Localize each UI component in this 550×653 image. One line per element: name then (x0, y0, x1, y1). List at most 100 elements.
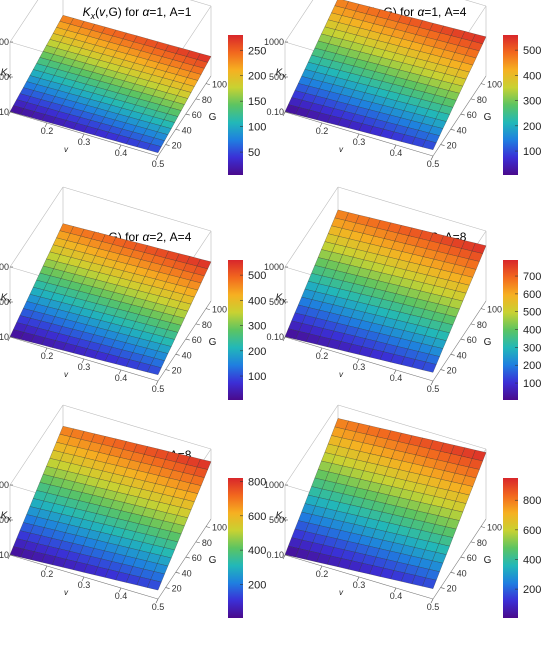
x-tick-label: 0.1 (266, 107, 279, 117)
x-tick-label: 0.1 (266, 332, 279, 342)
y-tick-label: 40 (457, 350, 467, 360)
box-front-edge-1 (432, 300, 487, 382)
colorbar-tick-label: 600 (523, 525, 541, 537)
title-params: =1, A=1 (149, 5, 191, 19)
z-tick-label: 1000 (264, 262, 284, 272)
title-k: K (83, 5, 92, 19)
z-tick-label: 0 (4, 107, 9, 117)
x-tick-mark (319, 347, 323, 353)
x-tick-mark (356, 358, 360, 364)
x-tick-label: 0.3 (78, 137, 91, 147)
surface (9, 15, 212, 154)
z-tick-label: 1000 (0, 480, 9, 490)
title-alpha: α (417, 5, 425, 19)
x-tick-label: 0.2 (41, 126, 54, 136)
title-paren: ( (95, 5, 99, 19)
y-tick-label: 40 (457, 125, 467, 135)
y-tick-mark (460, 556, 465, 559)
chart-panel-6: Kx(v,G) for α=6, A=1005001000Kx0.10.20.3… (264, 404, 541, 618)
z-tick-label: 500 (0, 515, 9, 525)
z-label-main: K (1, 68, 9, 79)
x-tick-label: 0.3 (353, 362, 366, 372)
y-tick-label: 40 (182, 568, 192, 578)
z-tick-label: 0 (279, 332, 284, 342)
y-tick-mark (185, 113, 190, 116)
y-tick-mark (440, 144, 445, 146)
y-tick-mark (450, 129, 455, 131)
y-tick-label: 80 (477, 538, 487, 548)
x-tick-mark (282, 111, 286, 117)
z-tick-label: 1000 (264, 37, 284, 47)
colorbar-tick-label: 150 (248, 96, 266, 108)
surface (284, 0, 487, 151)
title-alpha: α (142, 5, 150, 19)
colorbar-tick-label: 500 (523, 307, 541, 319)
y-axis-label: G (209, 337, 217, 348)
colorbar-tick-label: 200 (248, 580, 266, 592)
z-axis-label: Kx (1, 293, 13, 306)
z-tick-label: 0 (279, 107, 284, 117)
x-tick-label: 0.2 (41, 351, 54, 361)
x-tick-mark (118, 587, 122, 593)
colorbar-tick-label: 400 (248, 545, 266, 557)
x-tick-label: 0.5 (152, 159, 165, 169)
y-tick-mark (175, 572, 180, 574)
x-tick-mark (155, 155, 159, 161)
box-edge-5 (337, 186, 487, 232)
x-tick-mark (44, 122, 48, 128)
chart-panel-1: Kx(v,G) for α=1, A=105001000Kx0.10.20.30… (0, 0, 266, 175)
z-tick-label: 1000 (264, 480, 284, 490)
x-axis-label: v (64, 588, 69, 597)
x-tick-label: 0.5 (152, 602, 165, 612)
y-tick-label: 20 (447, 366, 457, 376)
x-tick-label: 0.4 (390, 373, 403, 383)
title-params: =2, A=4 (149, 230, 191, 244)
box-edge-5 (62, 404, 212, 450)
x-tick-label: 0.4 (115, 148, 128, 158)
colorbar-tick-label: 200 (523, 584, 541, 596)
box-front-edge-1 (432, 518, 487, 600)
colorbar (503, 260, 518, 400)
z-tick-label: 0 (4, 550, 9, 560)
colorbar (503, 35, 518, 175)
box-edge-5 (337, 404, 487, 450)
box-edge-6 (284, 0, 314, 43)
colorbar (228, 260, 243, 400)
y-tick-label: 100 (212, 523, 227, 533)
title-params: =1, A=4 (424, 5, 466, 19)
chart-title: Kx(v,G) for α=1, A=1 (83, 5, 192, 21)
x-tick-mark (7, 336, 11, 342)
chart-panel-5: Kx(v,G) for α=4, A=805001000Kx0.10.20.30… (0, 404, 266, 618)
colorbar-tick-label: 500 (523, 45, 541, 57)
y-tick-mark (470, 98, 475, 101)
z-tick-label: 0 (279, 550, 284, 560)
x-tick-label: 0.5 (427, 159, 440, 169)
surface (9, 425, 212, 591)
y-tick-mark (205, 83, 211, 85)
surface (9, 223, 212, 376)
y-tick-mark (450, 354, 455, 356)
box-front-edge-1 (157, 75, 212, 157)
x-tick-label: 0.3 (78, 362, 91, 372)
y-tick-label: 40 (457, 568, 467, 578)
colorbar-tick-label: 600 (523, 289, 541, 301)
x-tick-label: 0.5 (427, 602, 440, 612)
y-tick-mark (195, 323, 200, 326)
colorbar-tick-label: 400 (523, 325, 541, 337)
z-label-main: K (1, 293, 9, 304)
title-alpha: α (142, 230, 150, 244)
y-tick-mark (480, 308, 486, 310)
chart-panel-3: Kx(v,G) for α=2, A=405001000Kx0.10.20.30… (0, 186, 266, 400)
y-tick-mark (460, 338, 465, 341)
x-tick-mark (356, 133, 360, 139)
y-axis-label: G (484, 337, 492, 348)
x-tick-mark (282, 336, 286, 342)
x-axis-label: v (64, 145, 69, 154)
title-var: v (99, 5, 106, 19)
x-tick-label: 0.3 (353, 137, 366, 147)
z-tick-label: 500 (269, 72, 284, 82)
colorbar-tick-label: 400 (523, 70, 541, 82)
colorbar-tick-label: 400 (523, 554, 541, 566)
y-tick-label: 100 (487, 305, 502, 315)
box-front-edge-1 (157, 300, 212, 382)
